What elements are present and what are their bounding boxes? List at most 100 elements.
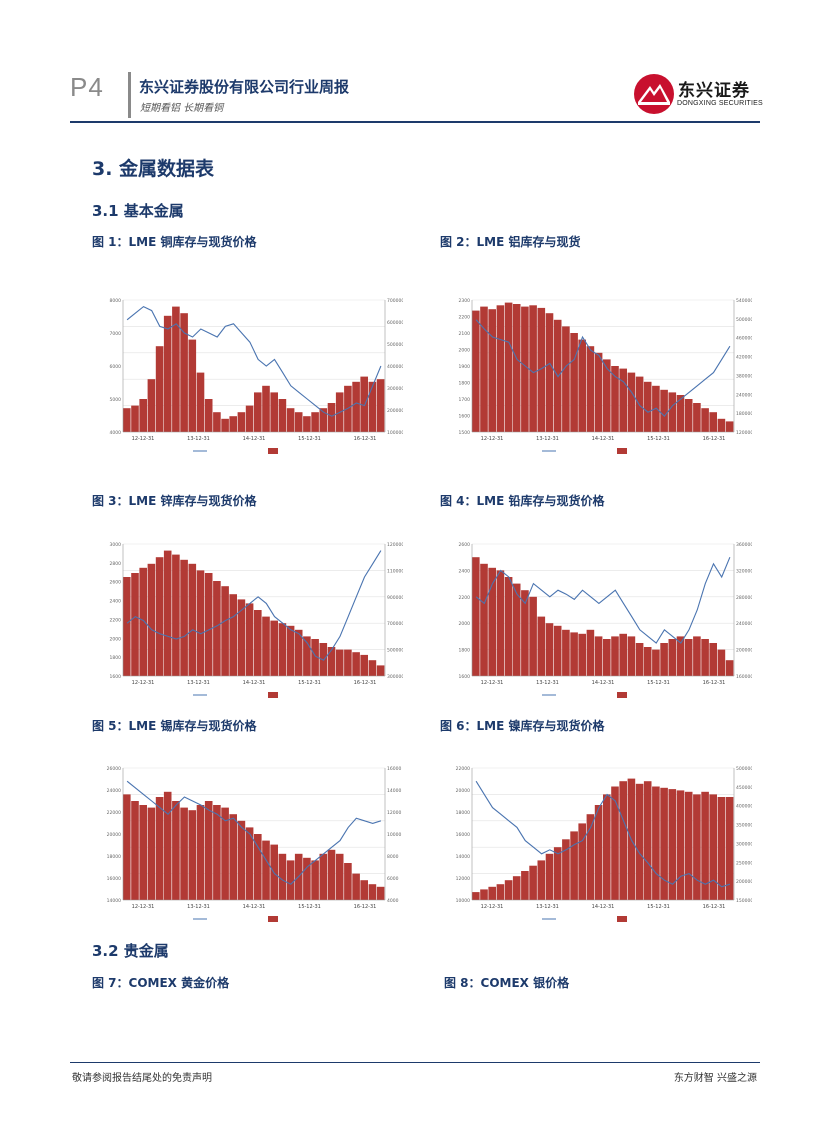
inventory-bar [147,379,156,432]
inventory-bar [603,794,611,900]
x-tick-label: 14-12-31 [592,904,615,910]
inventory-bar [537,307,546,432]
inventory-bar [594,636,603,676]
inventory-bar [155,797,164,900]
inventory-bar [676,790,685,900]
inventory-bar [221,807,229,900]
inventory-bar [504,880,513,900]
legend-bar-swatch [268,916,278,922]
x-tick-label: 13-12-31 [187,436,210,442]
y-right-tick-label: 300000 [736,841,752,847]
y-left-tick-label: 2600 [110,580,122,586]
inventory-bar [643,781,652,900]
x-tick-label: 16-12-31 [703,436,726,442]
inventory-bar [278,623,287,676]
inventory-bar [139,805,147,900]
x-tick-label: 16-12-31 [703,680,726,686]
figure-caption-2: 图 2：LME 铝库存与现货 [440,235,581,249]
x-tick-label: 14-12-31 [243,680,266,686]
inventory-bar [196,372,205,432]
y-left-tick-label: 4000 [110,430,122,436]
inventory-bar [131,573,139,676]
inventory-bar [344,863,352,900]
inventory-bar [668,392,677,432]
inventory-bar [603,359,611,432]
inventory-bar [635,783,644,900]
inventory-bar [643,381,652,432]
inventory-bar [701,639,709,676]
inventory-bar [245,405,254,432]
x-tick-label: 13-12-31 [187,904,210,910]
inventory-bar [303,857,311,900]
y-right-tick-label: 4200000 [736,355,752,361]
inventory-bar [196,570,205,676]
y-right-tick-label: 150000 [736,898,752,904]
inventory-bar [684,399,693,432]
y-left-tick-label: 2200 [459,595,471,601]
x-tick-label: 15-12-31 [298,904,321,910]
footer-rule [70,1062,760,1063]
inventory-bar [303,416,311,432]
price-line [475,556,731,644]
inventory-bar [327,849,336,900]
y-right-tick-label: 8000 [387,854,399,860]
x-tick-label: 16-12-31 [354,904,377,910]
inventory-bar [311,639,319,676]
inventory-bar [237,820,246,900]
inventory-bar [270,620,278,676]
inventory-bar [504,577,513,676]
inventory-bar [472,557,480,676]
inventory-bar [627,372,636,432]
inventory-bar [319,408,328,432]
legend-bar-swatch [268,692,278,698]
y-left-tick-label: 8000 [110,298,122,304]
logo-name: 东兴证券 [678,81,750,101]
y-left-tick-label: 1800 [459,648,471,654]
inventory-bar [472,310,480,432]
inventory-bar [611,366,619,432]
figure-caption-7: 图 7：COMEX 黄金价格 [92,976,230,990]
inventory-bar [352,381,360,432]
inventory-bar [204,399,213,432]
y-left-tick-label: 1600 [459,414,471,420]
inventory-bar [147,807,156,900]
x-tick-label: 13-12-31 [536,904,559,910]
inventory-bar [725,660,734,676]
inventory-bar [376,379,385,432]
y-right-tick-label: 3800000 [736,373,752,379]
y-right-tick-label: 1800000 [736,411,752,417]
x-tick-label: 16-12-31 [703,904,726,910]
chart-copper: 8000 7000 6000 5000 4000 700000 600000 500000 40… [103,292,403,457]
inventory-bar [496,884,505,900]
inventory-bar [180,559,188,676]
y-left-tick-label: 2400 [459,568,471,574]
legend-bar-swatch [268,448,278,454]
chart-aluminium: 2300 2200 2100 2000 1900 1800 1700 1600 1500 5400… [452,292,752,457]
inventory-bar [553,847,562,900]
inventory-bar [480,563,488,676]
x-tick-label: 14-12-31 [243,436,266,442]
header-rule [70,121,760,123]
inventory-bar [480,306,488,432]
inventory-bar [368,660,377,676]
inventory-bar [163,550,172,676]
y-right-tick-label: 5400000 [736,298,752,304]
inventory-bar [578,633,586,676]
price-line [126,780,382,885]
inventory-bar [619,633,627,676]
y-right-tick-label: 500000 [387,648,403,654]
y-right-tick-label: 320000 [736,568,752,574]
inventory-bar [229,814,237,900]
x-tick-label: 12-12-31 [132,904,155,910]
inventory-bar [188,810,197,900]
inventory-bar [521,306,529,432]
inventory-bar [319,853,328,900]
inventory-bar [693,794,701,900]
inventory-bar [701,408,709,432]
inventory-bar [172,801,180,900]
y-right-tick-label: 600000 [387,320,403,326]
inventory-bar [213,805,221,900]
y-left-tick-label: 22000 [456,766,470,772]
inventory-bar [521,590,529,676]
y-right-tick-label: 200000 [736,648,752,654]
